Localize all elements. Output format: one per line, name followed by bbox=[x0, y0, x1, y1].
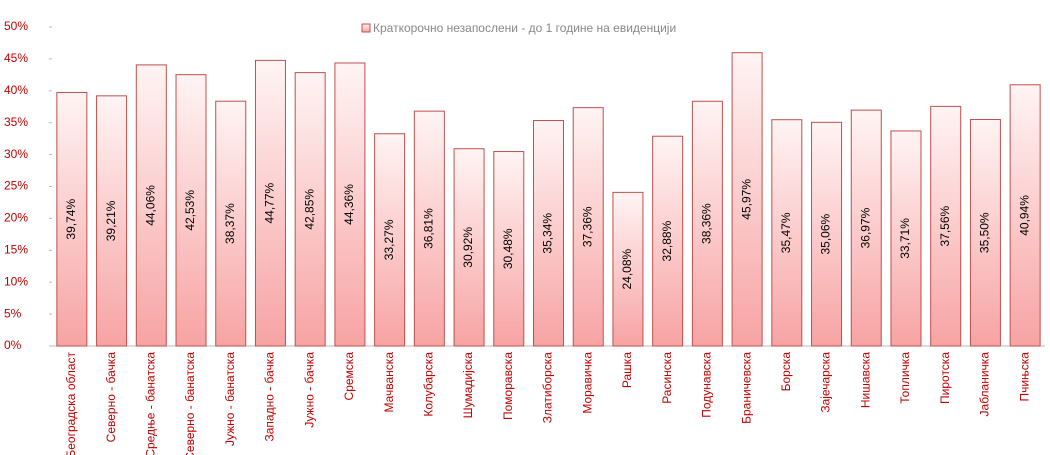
value-label: 45,97% bbox=[739, 179, 753, 220]
value-label: 35,50% bbox=[978, 212, 992, 253]
x-tick-label: Поморавска bbox=[501, 352, 515, 420]
x-tick-label: Јужно - бачка bbox=[302, 352, 316, 428]
x-tick-label: Нишавска bbox=[858, 352, 872, 408]
value-label: 24,08% bbox=[620, 249, 634, 290]
bar bbox=[890, 130, 922, 347]
x-tick-label: Северно - банатска bbox=[183, 352, 197, 455]
x-tick-label: Пиротска bbox=[938, 352, 952, 404]
value-label: 42,53% bbox=[183, 190, 197, 231]
y-tick-label: 0% bbox=[4, 338, 22, 352]
bar bbox=[1009, 84, 1041, 347]
y-tick-label: 40% bbox=[4, 83, 28, 97]
y-tick-label: 15% bbox=[4, 242, 28, 256]
x-tick-label: Северно - бачка bbox=[104, 352, 118, 443]
bar bbox=[691, 100, 723, 347]
x-tick-label: Јабланичка bbox=[978, 352, 992, 417]
value-label: 35,47% bbox=[779, 212, 793, 253]
x-tick-label: Топличка bbox=[898, 352, 912, 404]
x-tick-label: Сремска bbox=[342, 352, 356, 401]
x-tick-label: Борска bbox=[779, 352, 793, 392]
bar bbox=[453, 148, 485, 347]
x-tick-label: Зајечарска bbox=[819, 352, 833, 413]
bar bbox=[493, 151, 525, 347]
x-tick-label: Београдска област bbox=[64, 352, 78, 455]
bar bbox=[533, 120, 564, 347]
legend-swatch bbox=[361, 23, 371, 33]
x-tick-label: Подунавска bbox=[700, 352, 714, 418]
y-tick-label: 45% bbox=[4, 51, 28, 65]
value-label: 38,36% bbox=[700, 203, 714, 244]
y-tick-label: 35% bbox=[4, 115, 28, 129]
bar bbox=[930, 105, 962, 347]
value-label: 44,36% bbox=[342, 184, 356, 225]
value-label: 35,34% bbox=[541, 213, 555, 254]
bar bbox=[969, 119, 1001, 347]
value-label: 36,97% bbox=[858, 207, 872, 248]
bar bbox=[334, 62, 366, 347]
bar bbox=[850, 109, 882, 347]
value-label: 40,94% bbox=[1017, 195, 1031, 236]
x-tick-label: Западно - бачка bbox=[263, 352, 277, 442]
bar bbox=[294, 72, 326, 347]
value-label: 36,81% bbox=[422, 208, 436, 249]
y-tick-label: 25% bbox=[4, 179, 28, 193]
y-tick-label: 20% bbox=[4, 211, 28, 225]
y-tick-label: 50% bbox=[4, 19, 28, 33]
legend-label: Краткорочно незапослени - до 1 године на… bbox=[373, 21, 676, 35]
y-tick-label: 10% bbox=[4, 274, 28, 288]
x-tick-label: Моравичка bbox=[580, 352, 594, 414]
bar bbox=[374, 133, 406, 347]
x-tick-label: Средње - банатска bbox=[143, 352, 157, 455]
value-label: 32,88% bbox=[660, 220, 674, 261]
value-label: 30,92% bbox=[461, 227, 475, 268]
x-tick-label: Пчињска bbox=[1017, 352, 1031, 402]
bar bbox=[56, 91, 88, 347]
x-tick-label: Браничевска bbox=[739, 352, 753, 424]
x-tick-label: Јужно - банатска bbox=[223, 352, 237, 446]
x-tick-label: Златиборска bbox=[541, 352, 555, 424]
value-label: 35,06% bbox=[819, 213, 833, 254]
x-tick-label: Мачванска bbox=[382, 352, 396, 413]
bar bbox=[413, 110, 445, 347]
bar bbox=[731, 52, 763, 347]
value-label: 44,77% bbox=[263, 183, 277, 224]
value-label: 33,27% bbox=[382, 219, 396, 260]
bar bbox=[572, 107, 604, 347]
value-label: 38,37% bbox=[223, 203, 237, 244]
bar bbox=[175, 74, 207, 347]
bar bbox=[652, 135, 684, 347]
value-label: 37,56% bbox=[938, 206, 952, 247]
bar bbox=[254, 59, 286, 347]
bar bbox=[215, 100, 247, 347]
value-label: 39,74% bbox=[64, 199, 78, 240]
value-label: 42,85% bbox=[302, 189, 316, 230]
bar bbox=[135, 64, 167, 347]
x-tick-label: Колубарска bbox=[422, 352, 436, 417]
value-label: 44,06% bbox=[143, 185, 157, 226]
x-tick-label: Рашка bbox=[620, 352, 634, 388]
value-label: 39,21% bbox=[104, 200, 118, 241]
value-label: 30,48% bbox=[501, 228, 515, 269]
bar bbox=[771, 119, 803, 347]
value-label: 33,71% bbox=[898, 218, 912, 259]
y-tick-label: 5% bbox=[4, 306, 22, 320]
x-tick-label: Шумадијска bbox=[461, 352, 475, 419]
value-label: 37,36% bbox=[580, 206, 594, 247]
y-tick-label: 30% bbox=[4, 147, 28, 161]
bar bbox=[612, 191, 644, 347]
x-tick-label: Расинска bbox=[660, 352, 674, 404]
bar bbox=[811, 121, 843, 347]
bar bbox=[96, 95, 128, 347]
